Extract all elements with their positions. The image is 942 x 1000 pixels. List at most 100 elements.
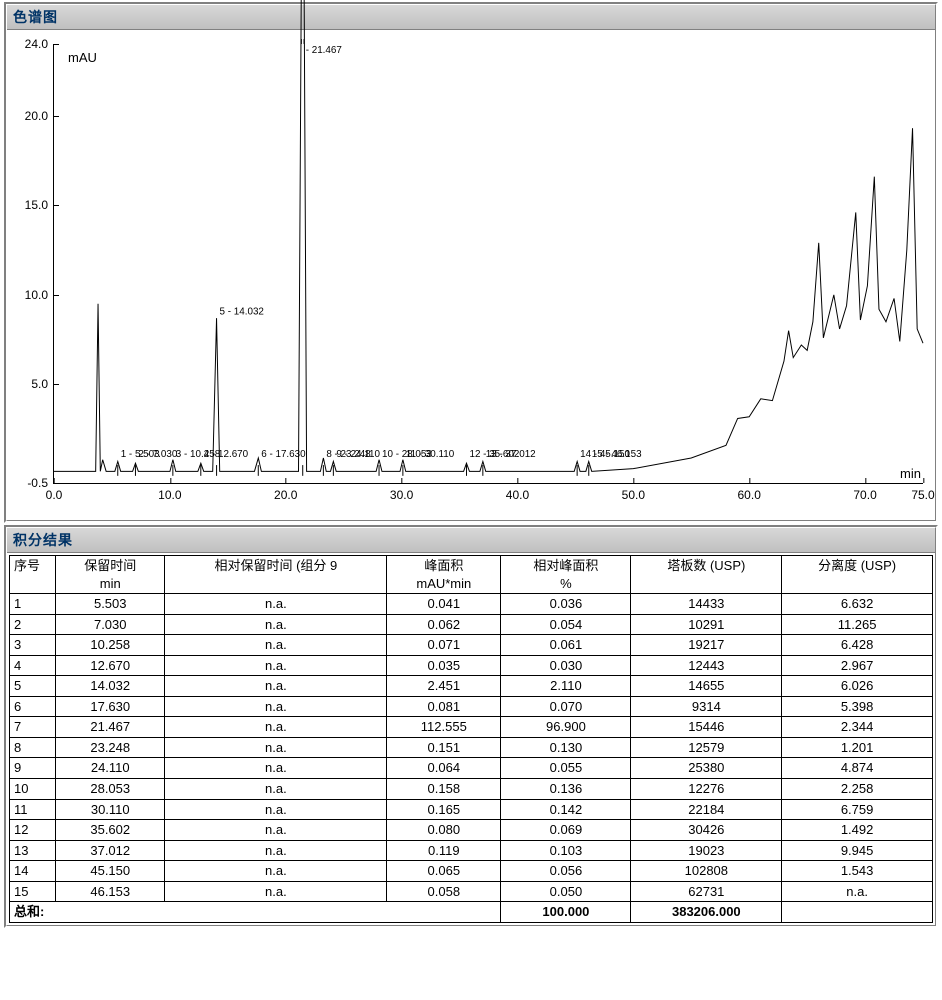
sum-label: 总和: [10,902,501,923]
table-cell: 0.069 [501,820,631,841]
table-cell: 13 [10,840,56,861]
table-cell: 12443 [631,655,782,676]
table-cell: 14655 [631,676,782,697]
table-cell: n.a. [165,635,387,656]
table-cell: 6.632 [782,594,933,615]
x-tick: 60.0 [738,483,761,502]
x-tick: 30.0 [390,483,413,502]
table-cell: 14 [10,861,56,882]
table-cell: 112.555 [387,717,501,738]
table-cell: 2.967 [782,655,933,676]
table-cell: 10 [10,779,56,800]
table-cell: 5.503 [56,594,165,615]
col-header: 保留时间min [56,556,165,594]
table-row: 823.248n.a.0.1510.130125791.201 [10,737,933,758]
table-row: 1235.602n.a.0.0800.069304261.492 [10,820,933,841]
table-cell: 15 [10,881,56,902]
x-tick: 70.0 [853,483,876,502]
table-cell: 3 [10,635,56,656]
table-cell: 6.759 [782,799,933,820]
table-row: 514.032n.a.2.4512.110146556.026 [10,676,933,697]
table-cell: 0.119 [387,840,501,861]
table-cell: 0.056 [501,861,631,882]
table-cell: 8 [10,737,56,758]
x-tick: 75.0 [911,483,934,502]
table-row: 617.630n.a.0.0810.07093145.398 [10,696,933,717]
sum-rel-area: 100.000 [501,902,631,923]
table-row: 1337.012n.a.0.1190.103190239.945 [10,840,933,861]
y-tick: 24.0 [25,37,54,51]
table-cell: 17.630 [56,696,165,717]
table-cell: 10.258 [56,635,165,656]
table-cell: 0.055 [501,758,631,779]
table-cell: 0.062 [387,614,501,635]
table-cell: 0.058 [387,881,501,902]
table-cell: 6.428 [782,635,933,656]
chromatogram-trace [54,0,923,471]
table-row: 1445.150n.a.0.0650.0561028081.543 [10,861,933,882]
table-cell: 2.258 [782,779,933,800]
table-cell: 12276 [631,779,782,800]
peak-label: 11 - 30.110 [406,449,455,460]
col-header: 序号 [10,556,56,594]
table-cell: 15446 [631,717,782,738]
table-cell: 0.165 [387,799,501,820]
table-cell: n.a. [782,881,933,902]
x-tick: 0.0 [46,483,63,502]
table-cell: 7 [10,717,56,738]
table-cell: n.a. [165,594,387,615]
table-cell: 0.061 [501,635,631,656]
y-tick: 5.0 [31,377,54,391]
table-cell: 21.467 [56,717,165,738]
table-cell: 1.543 [782,861,933,882]
table-row: 721.467n.a.112.55596.900154462.344 [10,717,933,738]
table-cell: 0.080 [387,820,501,841]
table-cell: 11.265 [782,614,933,635]
table-cell: 0.036 [501,594,631,615]
peak-label: - 21.467 [306,45,343,56]
chromatogram-title: 色谱图 [7,5,935,30]
table-cell: 0.064 [387,758,501,779]
table-cell: n.a. [165,614,387,635]
table-cell: 12579 [631,737,782,758]
y-tick: 20.0 [25,109,54,123]
table-cell: 28.053 [56,779,165,800]
table-cell: 0.065 [387,861,501,882]
y-tick: 15.0 [25,198,54,212]
sum-plates: 383206.000 [631,902,782,923]
table-cell: 6 [10,696,56,717]
table-cell: n.a. [165,840,387,861]
table-cell: 2.110 [501,676,631,697]
table-cell: 0.142 [501,799,631,820]
table-cell: 23.248 [56,737,165,758]
chart-svg: 1 - 5.5032 - 7.0303 - 10.2584 - 12.6705 … [54,44,923,483]
results-panel: 积分结果 序号 保留时间min相对保留时间 (组分 9 峰面积mAU*min相对… [4,525,938,928]
col-header: 分离度 (USP) [782,556,933,594]
chart-body: mAU min 1 - 5.5032 - 7.0303 - 10.2584 - … [7,30,935,520]
table-cell: 0.151 [387,737,501,758]
table-cell: n.a. [165,737,387,758]
table-cell: 0.054 [501,614,631,635]
table-cell: 4 [10,655,56,676]
x-tick: 10.0 [158,483,181,502]
col-header: 峰面积mAU*min [387,556,501,594]
peak-label: 6 - 17.630 [261,449,306,460]
col-header: 塔板数 (USP) [631,556,782,594]
table-cell: n.a. [165,696,387,717]
chromatogram-panel: 色谱图 mAU min 1 - 5.5032 - 7.0303 - 10.258… [4,2,938,523]
results-table-wrap: 序号 保留时间min相对保留时间 (组分 9 峰面积mAU*min相对峰面积%塔… [7,553,935,925]
table-row: 924.110n.a.0.0640.055253804.874 [10,758,933,779]
table-cell: 9 [10,758,56,779]
table-row: 1130.110n.a.0.1650.142221846.759 [10,799,933,820]
table-cell: n.a. [165,881,387,902]
results-title: 积分结果 [7,528,935,553]
panel-inner: 色谱图 mAU min 1 - 5.5032 - 7.0303 - 10.258… [6,4,936,521]
table-cell: 7.030 [56,614,165,635]
table-cell: 14433 [631,594,782,615]
results-table: 序号 保留时间min相对保留时间 (组分 9 峰面积mAU*min相对峰面积%塔… [9,555,933,923]
table-row: 1028.053n.a.0.1580.136122762.258 [10,779,933,800]
peak-label: 9 - 24.110 [336,449,380,460]
col-header: 相对保留时间 (组分 9 [165,556,387,594]
table-cell: 19217 [631,635,782,656]
table-cell: 0.070 [501,696,631,717]
